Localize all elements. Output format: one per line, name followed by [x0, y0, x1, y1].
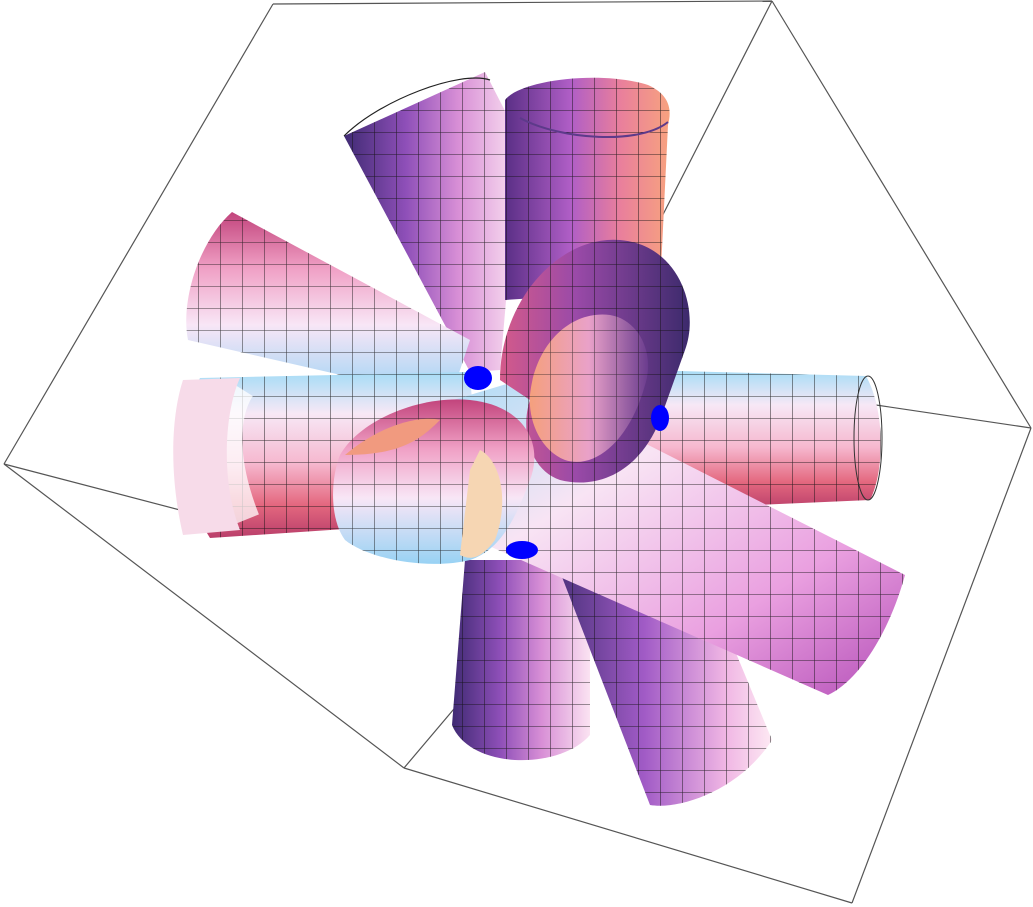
marker-bottom [506, 541, 538, 559]
bounding-box [3, 0, 1032, 904]
cylinder-upper-left [343, 72, 520, 372]
intersection-markers [464, 366, 669, 559]
cylinder-lower-left [452, 560, 590, 761]
cylinder-front-curl [333, 399, 535, 564]
marker-top [464, 366, 492, 390]
marker-right [651, 405, 669, 431]
cylinder-left-high [186, 212, 470, 400]
cylinder-center-ring [500, 239, 690, 483]
